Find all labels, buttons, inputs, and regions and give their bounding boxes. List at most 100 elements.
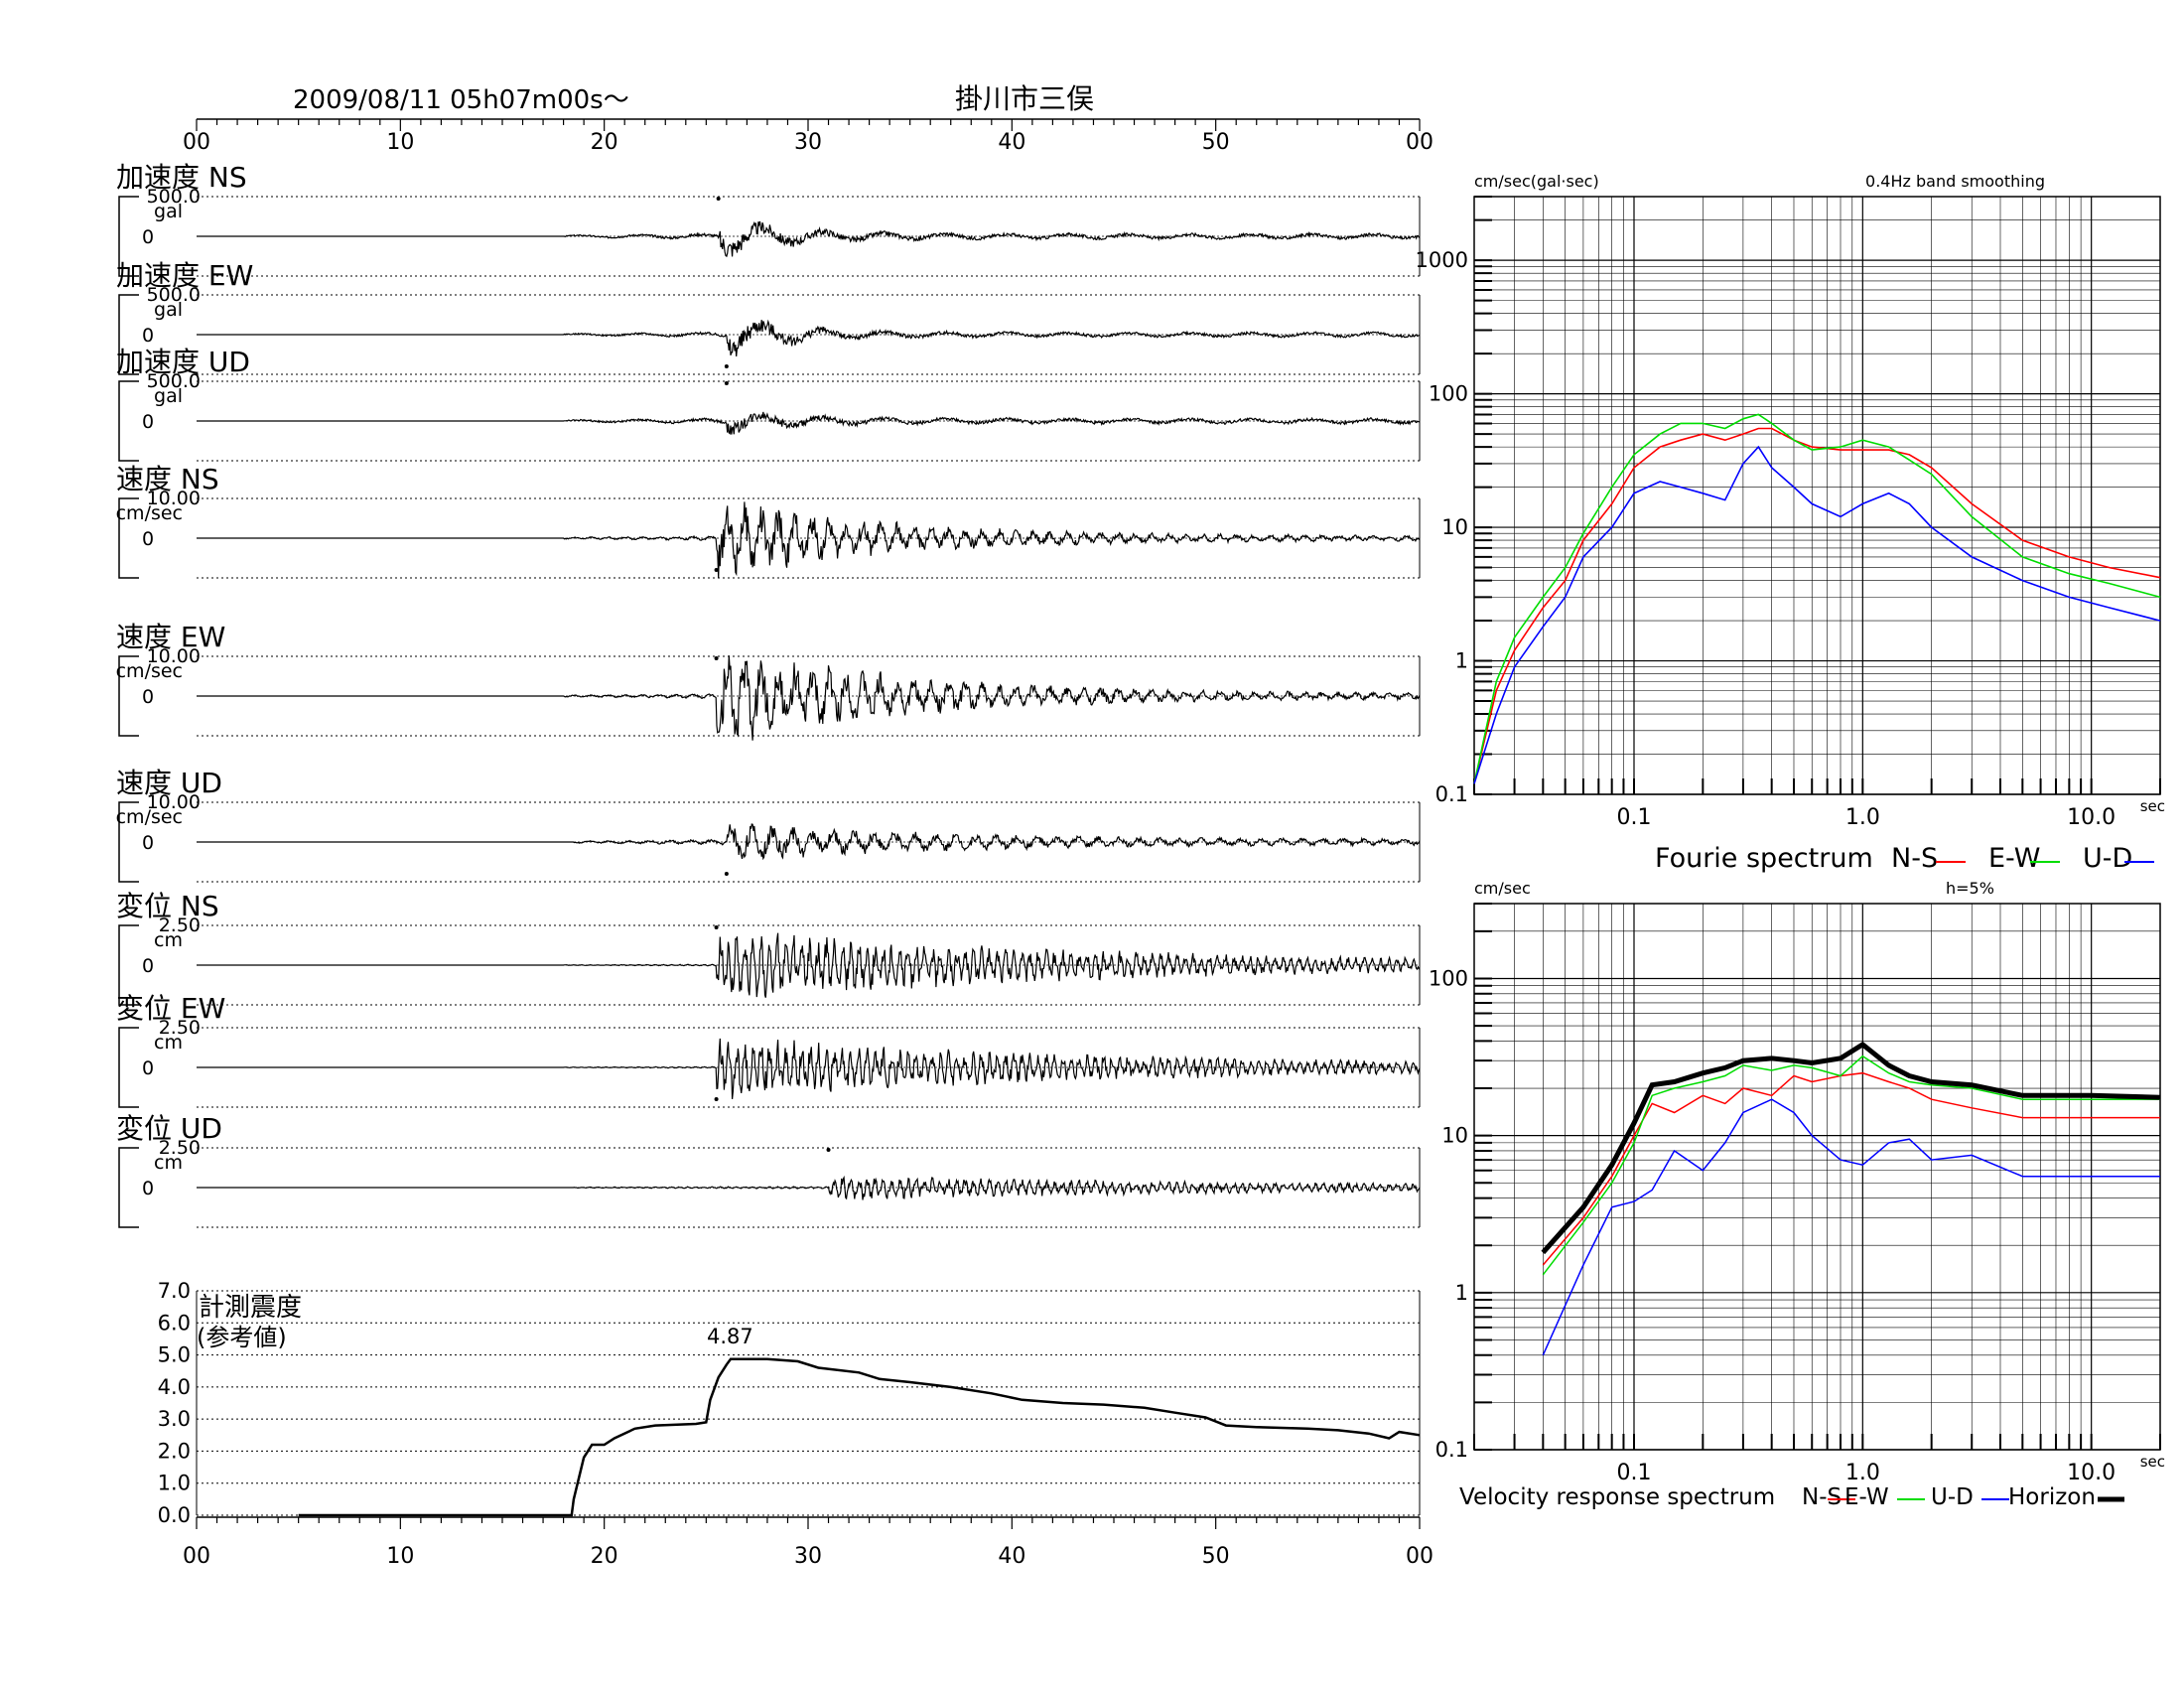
panel-zero-label: 0	[142, 528, 154, 550]
peak-marker	[714, 1097, 719, 1101]
time-axis-top-tick-label: 20	[591, 130, 618, 155]
peak-marker	[714, 656, 719, 660]
panel-unit-label: gal	[154, 299, 183, 321]
panel-bracket	[118, 655, 139, 737]
waveform-trace	[197, 220, 1421, 258]
series-line-u-d	[1473, 445, 2161, 784]
panel-unit-label: cm	[154, 929, 183, 951]
y-tick-label: 100	[1429, 382, 1468, 406]
panel-scale-label: 2.50	[159, 914, 201, 936]
panel-scale-label: 500.0	[147, 186, 201, 208]
intensity-y-tick-label: 3.0	[158, 1407, 191, 1431]
station-name: 掛川市三俣	[955, 82, 1094, 115]
waveform-trace	[197, 655, 1421, 741]
panel-zero-label: 0	[142, 1178, 154, 1199]
intensity-max-label: 4.87	[707, 1325, 753, 1348]
y-tick-label: 10	[1441, 1124, 1468, 1148]
panel-unit-label: gal	[154, 201, 183, 222]
series-line-horizon	[1541, 1041, 2161, 1255]
y-axis-label: cm/sec	[1474, 879, 1531, 898]
series-line-e-w	[1473, 413, 2161, 784]
panel-bracket	[118, 294, 139, 375]
peak-marker	[716, 197, 721, 201]
time-axis-bottom-tick-label: 40	[998, 1544, 1025, 1569]
waveform-trace	[197, 411, 1421, 435]
panel-zero-label: 0	[142, 411, 154, 433]
panel-unit-label: cm/sec	[116, 502, 183, 524]
time-axis-bottom-tick-label: 30	[794, 1544, 822, 1569]
legend-label-n-s: N-S	[1802, 1484, 1842, 1510]
x-tick-label: 10.0	[2067, 805, 2116, 830]
waveform-trace	[197, 501, 1421, 579]
intensity-y-tick-label: 2.0	[158, 1439, 191, 1463]
panel-scale-label: 10.00	[147, 645, 201, 667]
record-datetime: 2009/08/11 05h07m00s〜	[293, 85, 629, 115]
fourier-note: 0.4Hz band smoothing	[1865, 172, 2045, 191]
intensity-y-tick-label: 4.0	[158, 1375, 191, 1399]
peak-marker	[826, 1148, 831, 1152]
waveform-trace	[197, 1038, 1421, 1099]
time-axis-bottom-tick-label: 50	[1202, 1544, 1230, 1569]
panel-bracket	[118, 801, 139, 883]
legend-label-horizon: Horizon	[2008, 1484, 2096, 1510]
waveform-trace	[197, 319, 1420, 356]
fourier-title: Fourie spectrum	[1655, 843, 1873, 874]
peak-marker	[724, 364, 729, 368]
panel-title: 加速度 UD	[116, 346, 250, 378]
time-axis-bottom-tick-label: 10	[386, 1544, 414, 1569]
panel-scale-label: 500.0	[147, 370, 201, 392]
panel-title: 加速度 NS	[116, 161, 247, 194]
panel-bracket	[118, 497, 139, 579]
intensity-subtitle: (参考値)	[197, 1324, 287, 1351]
panel-unit-label: cm/sec	[116, 660, 183, 682]
waveform-trace	[197, 932, 1421, 998]
panel-title: 速度 EW	[116, 621, 225, 653]
peak-marker	[714, 925, 719, 929]
intensity-y-tick-label: 7.0	[158, 1279, 191, 1303]
y-tick-label: 10	[1441, 515, 1468, 539]
y-tick-label: 1	[1455, 1281, 1468, 1305]
panel-title: 変位 NS	[116, 890, 219, 922]
panel-title: 速度 NS	[116, 463, 219, 495]
panel-title: 変位 UD	[116, 1112, 222, 1145]
time-axis-top-tick-label: 00	[183, 130, 210, 155]
panel-zero-label: 0	[142, 1057, 154, 1079]
panel-zero-label: 0	[142, 325, 154, 347]
intensity-y-tick-label: 6.0	[158, 1311, 191, 1335]
panel-bracket	[118, 1147, 139, 1228]
time-axis-bottom-tick-label: 20	[591, 1544, 618, 1569]
series-line-n-s	[1542, 1071, 2160, 1266]
legend-label-n-s: N-S	[1891, 843, 1938, 874]
intensity-chart: 7.0 6.0 5.0 4.0 3.0 2.0 1.0 0.0 計測震度(参考値) 4.87 00 1…	[158, 1279, 1433, 1569]
x-tick-label: 10.0	[2067, 1461, 2116, 1485]
plot-frame	[1473, 196, 2161, 795]
time-axis-top: 00 10 20 30 40 50 00	[183, 118, 1433, 155]
time-axis-top-tick-label: 50	[1202, 130, 1230, 155]
panel-zero-label: 0	[142, 832, 154, 854]
peak-marker	[724, 872, 729, 876]
panel-bracket	[118, 924, 139, 1006]
time-axis-top-tick-label: 40	[998, 130, 1025, 155]
panel-zero-label: 0	[142, 955, 154, 977]
panel-zero-label: 0	[142, 226, 154, 248]
series-line-e-w	[1542, 1055, 2160, 1276]
peak-marker	[714, 568, 719, 572]
panel-unit-label: cm	[154, 1152, 183, 1174]
time-axis-bottom-tick-label: 00	[1406, 1544, 1433, 1569]
intensity-y-tick-label: 1.0	[158, 1472, 191, 1495]
y-axis-label: cm/sec(gal·sec)	[1474, 172, 1599, 191]
waveform-trace	[197, 1175, 1421, 1200]
panel-scale-label: 10.00	[147, 791, 201, 813]
panel-scale-label: 500.0	[147, 284, 201, 306]
peak-marker	[724, 381, 729, 385]
legend-label-u-d: U-D	[2083, 843, 2132, 874]
